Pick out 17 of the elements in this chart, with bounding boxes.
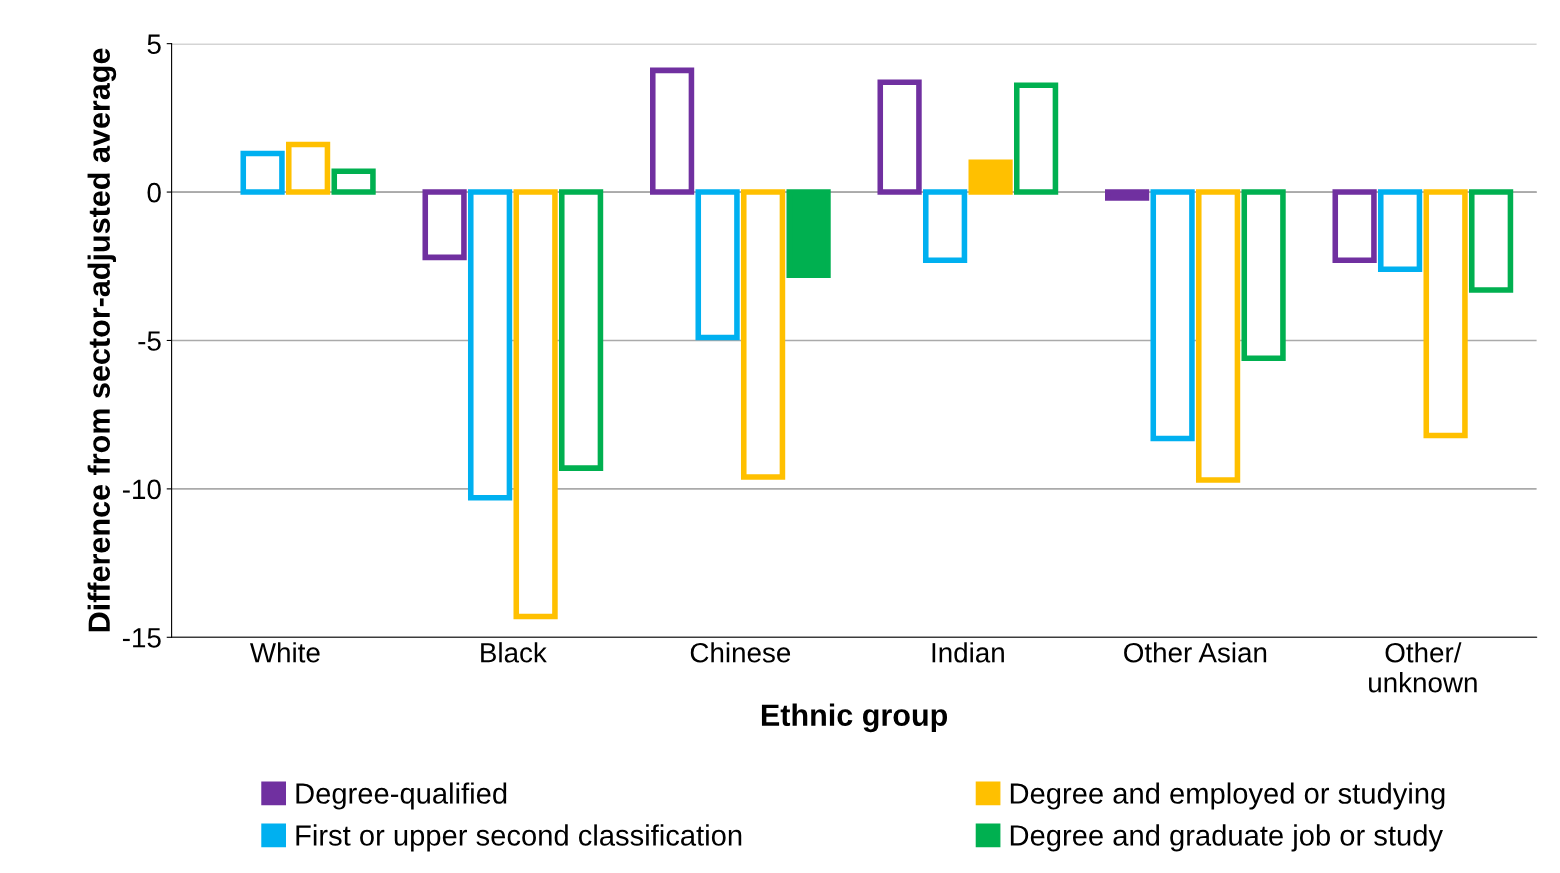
y-tick-label: 5 [147, 34, 161, 54]
x-axis-title: Ethnic group [761, 703, 948, 733]
x-tick-label: Chinese [690, 642, 791, 663]
legend-label: Degree and graduate job or study [1010, 824, 1443, 852]
x-tick-label: Other Asian [1124, 642, 1267, 663]
y-tick-label: -5 [138, 331, 161, 351]
legend-label: First or upper second classification [296, 824, 742, 852]
x-tick-label: White [249, 642, 320, 663]
y-tick-label: 0 [147, 182, 161, 203]
y-axis-title: Difference from sector-adjusted average [87, 48, 117, 632]
x-tick-label: Indian [932, 642, 1004, 663]
y-tick-label: -15 [122, 628, 161, 648]
y-tick-label: -10 [122, 479, 161, 500]
legend-label: Degree and employed or studying [1010, 782, 1445, 810]
x-tick-label: Other/ unknown [1369, 642, 1477, 693]
x-tick-label: Black [481, 642, 547, 663]
legend-label: Degree-qualified [296, 782, 507, 810]
